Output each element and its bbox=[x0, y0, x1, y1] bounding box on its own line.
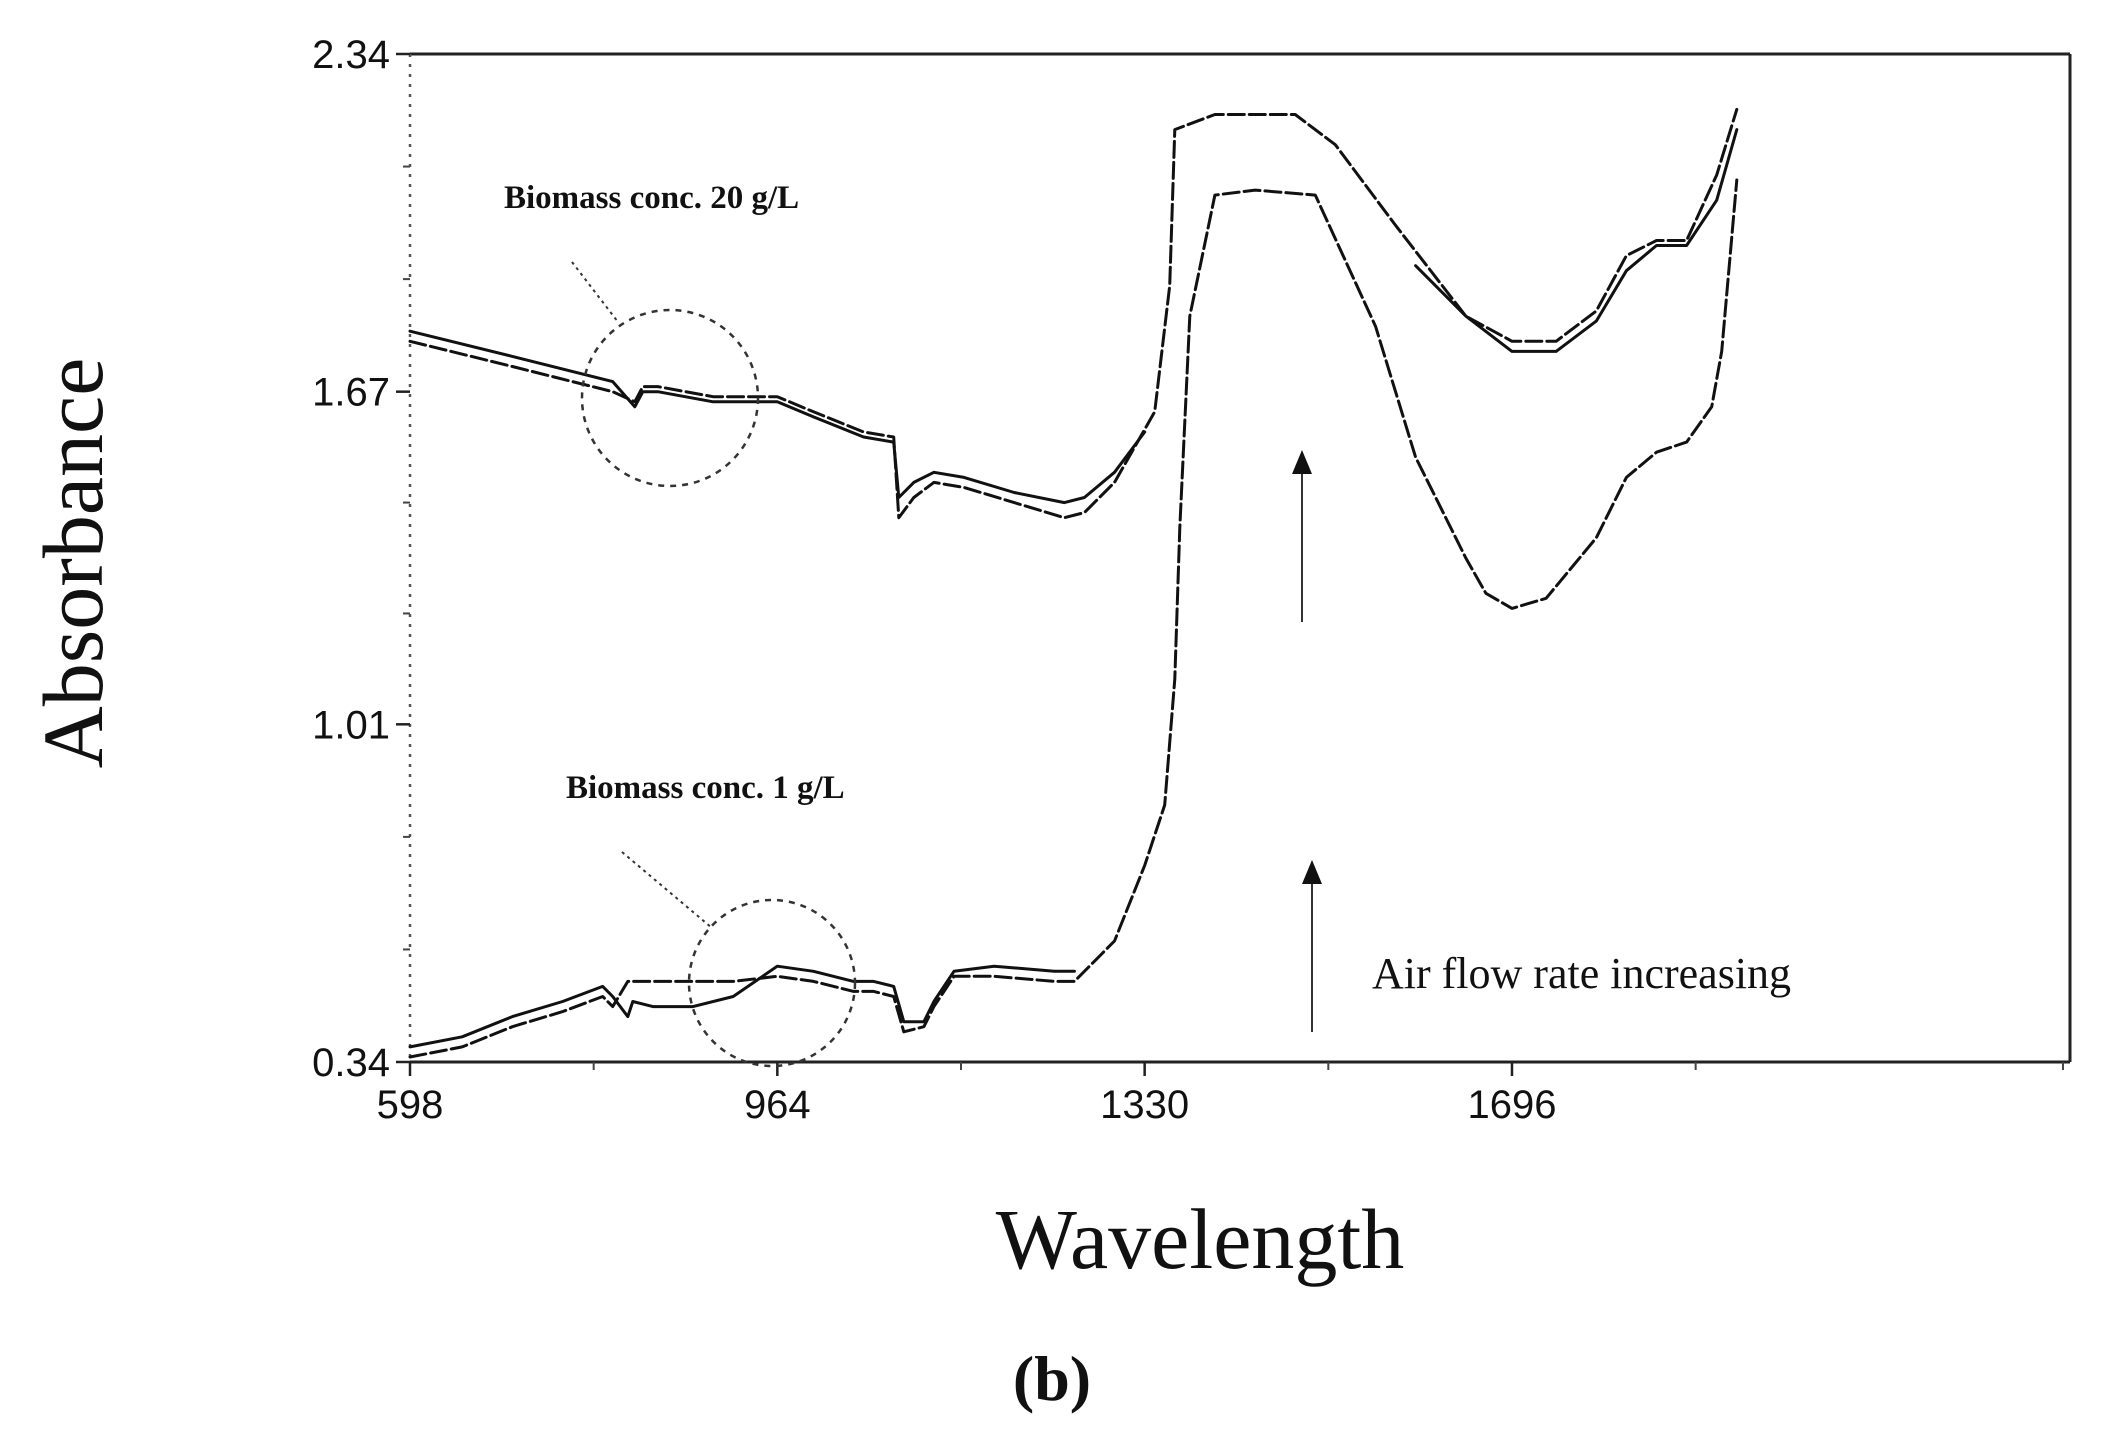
annotation-graphics bbox=[571, 261, 1313, 1068]
series-line-5 bbox=[408, 178, 1739, 1059]
x-axis-title: Wavelength bbox=[996, 1191, 1405, 1287]
series-layer bbox=[408, 107, 1739, 1059]
plot-frame bbox=[408, 52, 2072, 1064]
panel-label: (b) bbox=[1013, 1343, 1091, 1414]
series-line-4 bbox=[408, 964, 1076, 1049]
y-axis-title: Absorbance bbox=[25, 358, 121, 769]
x-tick-label: 964 bbox=[744, 1083, 811, 1127]
series-line-3 bbox=[1414, 128, 1739, 353]
series-line-1 bbox=[408, 329, 1147, 505]
x-tick-label: 1696 bbox=[1467, 1083, 1556, 1127]
axis-ticks: 0.34 1.01 1.67 2.34 598 964 1330 1696 bbox=[312, 33, 2064, 1127]
annotation-air-flow: Air flow rate increasing bbox=[1372, 949, 1791, 998]
arrowhead-upper-icon bbox=[1292, 450, 1312, 474]
series-line-2 bbox=[408, 107, 1739, 520]
x-tick-label: 1330 bbox=[1100, 1083, 1189, 1127]
annotation-1gl: Biomass conc. 1 g/L bbox=[566, 770, 845, 806]
highlight-circle-1gl bbox=[687, 898, 857, 1068]
annotation-20gl: Biomass conc. 20 g/L bbox=[504, 180, 799, 216]
arrowhead-lower-icon bbox=[1302, 860, 1322, 884]
leader-line-1gl bbox=[621, 851, 713, 929]
y-tick-label: 1.01 bbox=[312, 703, 390, 747]
y-tick-label: 2.34 bbox=[312, 33, 390, 77]
y-tick-label: 0.34 bbox=[312, 1041, 390, 1085]
x-tick-label: 598 bbox=[377, 1083, 444, 1127]
highlight-circle-20gl bbox=[580, 308, 760, 488]
y-tick-label: 1.67 bbox=[312, 371, 390, 415]
leader-line-20gl bbox=[571, 261, 619, 323]
